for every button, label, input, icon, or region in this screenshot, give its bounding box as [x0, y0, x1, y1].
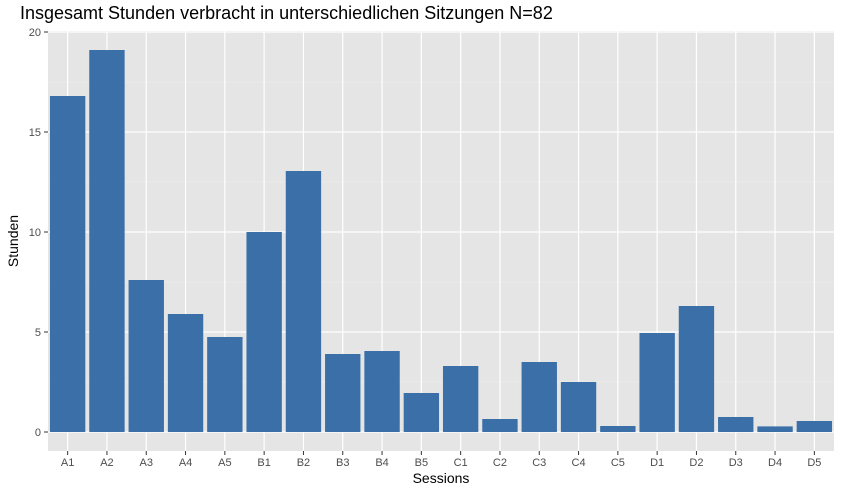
- y-tick-label: 0: [35, 427, 41, 439]
- bar-d5: [796, 421, 833, 432]
- plot-panel: [48, 31, 834, 451]
- x-tick-label: A1: [61, 457, 74, 469]
- bar-b5: [403, 393, 440, 432]
- x-tick-label: C4: [572, 457, 586, 469]
- bar-b2: [285, 171, 322, 432]
- bar-c3: [521, 362, 557, 432]
- x-tick-label: B4: [375, 457, 388, 469]
- x-tick-label: B1: [257, 457, 270, 469]
- y-tick-label: 5: [35, 327, 41, 339]
- bar-c5: [600, 426, 636, 432]
- bar-d1: [639, 333, 675, 432]
- bar-c1: [442, 366, 479, 432]
- x-tick-label: A5: [218, 457, 231, 469]
- bar-d4: [757, 426, 793, 432]
- y-tick-label: 20: [29, 27, 41, 39]
- bar-c4: [560, 382, 597, 432]
- x-tick-label: B3: [336, 457, 349, 469]
- bar-b3: [325, 354, 361, 432]
- y-axis-title: Stunden: [5, 215, 21, 267]
- x-tick-label: A4: [179, 457, 192, 469]
- x-tick-label: D4: [768, 457, 782, 469]
- x-tick-label: A2: [100, 457, 113, 469]
- x-tick-label: A3: [140, 457, 153, 469]
- x-tick-label: D3: [729, 457, 743, 469]
- x-axis-title: Sessions: [413, 470, 470, 486]
- y-tick-label: 15: [29, 127, 41, 139]
- bar-d3: [718, 417, 754, 432]
- x-axis: A1 A2 A3 A4 A5 B1 B2 B3 B4 B5 C1 C2 C3 C4 C5 D1 D2 D3 D4 D5: [61, 451, 821, 469]
- bar-a5: [207, 337, 243, 432]
- bar-a4: [167, 314, 204, 432]
- y-tick-label: 10: [29, 227, 41, 239]
- x-tick-label: D2: [689, 457, 703, 469]
- bar-b4: [364, 351, 400, 432]
- y-axis: 0 5 10 15 20: [29, 27, 48, 439]
- x-tick-label: D1: [650, 457, 664, 469]
- x-tick-label: C5: [611, 457, 625, 469]
- x-tick-label: C2: [493, 457, 507, 469]
- x-tick-label: C3: [532, 457, 546, 469]
- bar-d2: [678, 306, 715, 432]
- bar-c2: [482, 419, 518, 432]
- chart-title: Insgesamt Stunden verbracht in unterschi…: [20, 3, 553, 23]
- bars: [49, 50, 833, 432]
- bar-a2: [89, 50, 125, 432]
- x-tick-label: B5: [415, 457, 428, 469]
- bar-a3: [128, 280, 164, 432]
- bar-a1: [49, 96, 86, 432]
- bar-b1: [246, 232, 282, 432]
- x-tick-label: B2: [297, 457, 310, 469]
- x-tick-label: C1: [454, 457, 468, 469]
- x-tick-label: D5: [807, 457, 821, 469]
